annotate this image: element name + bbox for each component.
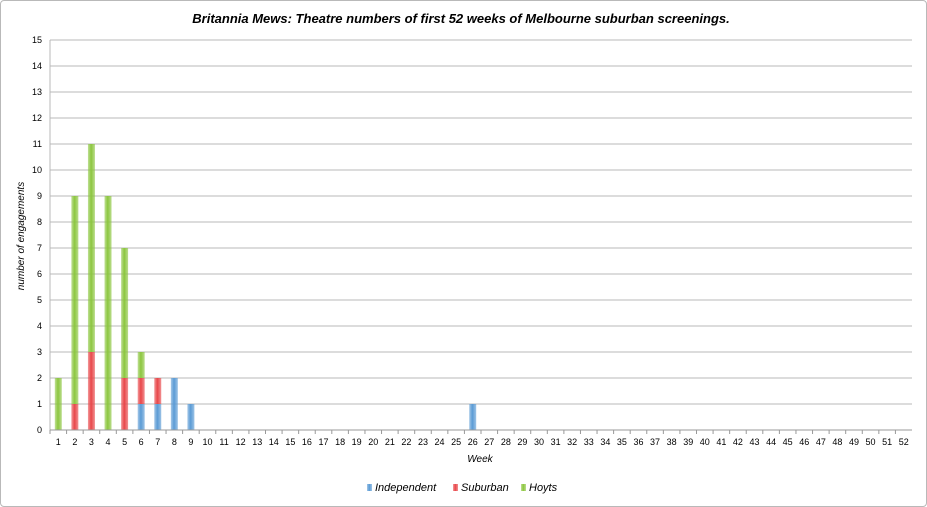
grid-lines xyxy=(49,39,912,431)
legend: Independent Suburban Hoyts xyxy=(367,482,558,494)
legend-label-suburban: Suburban xyxy=(461,482,509,494)
x-tick-label: 5 xyxy=(122,437,127,447)
y-tick-label: 2 xyxy=(37,373,42,383)
x-tick-label: 14 xyxy=(269,437,279,447)
x-tick-label: 28 xyxy=(501,437,511,447)
x-tick-label: 21 xyxy=(385,437,395,447)
x-tick-label: 50 xyxy=(866,437,876,447)
y-tick-label: 9 xyxy=(37,191,42,201)
x-tick-label: 39 xyxy=(683,437,693,447)
x-tick-label: 34 xyxy=(600,437,610,447)
y-axis-label: number of engagements xyxy=(16,182,27,290)
x-tick-label: 51 xyxy=(882,437,892,447)
y-tick-label: 6 xyxy=(37,269,42,279)
y-tick-label: 14 xyxy=(32,61,42,71)
legend-label-hoyts: Hoyts xyxy=(529,482,558,494)
x-tick-label: 26 xyxy=(468,437,478,447)
x-tick-label: 13 xyxy=(252,437,262,447)
x-tick-label: 47 xyxy=(816,437,826,447)
legend-swatch-suburban xyxy=(453,484,458,491)
bar-independent-week-9 xyxy=(187,404,195,430)
x-tick-label: 43 xyxy=(750,437,760,447)
x-tick-label: 11 xyxy=(219,437,228,447)
x-tick-label: 24 xyxy=(435,437,445,447)
x-tick-label: 3 xyxy=(89,437,94,447)
legend-swatch-independent xyxy=(367,484,372,491)
x-tick-label: 31 xyxy=(551,437,561,447)
bar-suburban-week-2 xyxy=(71,404,79,430)
x-tick-label: 44 xyxy=(766,437,776,447)
x-tick-label: 8 xyxy=(172,437,177,447)
x-tick-label: 45 xyxy=(783,437,793,447)
x-tick-label: 52 xyxy=(899,437,909,447)
y-tick-label: 10 xyxy=(32,165,42,175)
x-tick-label: 36 xyxy=(633,437,643,447)
x-tick-label: 33 xyxy=(584,437,594,447)
x-tick-label: 22 xyxy=(401,437,411,447)
x-tick-label: 20 xyxy=(368,437,378,447)
x-tick-label: 16 xyxy=(302,437,312,447)
y-tick-label: 12 xyxy=(32,113,42,123)
y-tick-label: 0 xyxy=(37,425,42,435)
x-tick-label: 35 xyxy=(617,437,627,447)
x-tick-label: 29 xyxy=(517,437,527,447)
x-tick-label: 17 xyxy=(319,437,329,447)
bar-hoyts-week-5 xyxy=(121,248,129,378)
bar-independent-week-7 xyxy=(154,404,162,430)
bar-independent-week-6 xyxy=(137,404,145,430)
x-tick-label: 42 xyxy=(733,437,743,447)
x-tick-label: 49 xyxy=(849,437,859,447)
x-tick-label: 38 xyxy=(667,437,677,447)
x-tick-label: 1 xyxy=(56,437,61,447)
legend-swatch-hoyts xyxy=(521,484,526,491)
x-tick-label: 2 xyxy=(72,437,77,447)
bar-hoyts-week-6 xyxy=(137,352,145,378)
bar-suburban-week-6 xyxy=(137,378,145,404)
chart-title: Britannia Mews: Theatre numbers of first… xyxy=(192,11,729,26)
x-tick-label: 32 xyxy=(567,437,577,447)
bar-suburban-week-3 xyxy=(87,352,95,430)
bar-hoyts-week-2 xyxy=(71,196,79,404)
bars xyxy=(54,144,477,430)
x-tick-label: 48 xyxy=(832,437,842,447)
x-tick-label: 15 xyxy=(285,437,295,447)
x-tick-label: 23 xyxy=(418,437,428,447)
x-tick-labels: 1 2 3 4 5 6 7 8 9 10 11 12 13 14 15 16 17 18 19 20 21 22 23 24 2… xyxy=(49,430,909,447)
x-tick-label: 40 xyxy=(700,437,710,447)
x-tick-label: 12 xyxy=(236,437,246,447)
x-tick-label: 7 xyxy=(155,437,160,447)
x-tick-label: 19 xyxy=(352,437,362,447)
x-tick-label: 41 xyxy=(716,437,726,447)
x-tick-label: 4 xyxy=(106,437,111,447)
y-tick-label: 3 xyxy=(37,347,42,357)
legend-label-independent: Independent xyxy=(375,482,437,494)
x-tick-label: 18 xyxy=(335,437,345,447)
x-tick-label: 25 xyxy=(451,437,461,447)
y-tick-label: 15 xyxy=(32,35,42,45)
bar-suburban-week-7 xyxy=(154,378,162,404)
bar-hoyts-week-3 xyxy=(87,144,95,352)
bar-independent-week-26 xyxy=(469,404,477,430)
x-tick-label: 27 xyxy=(484,437,494,447)
x-axis-label: Week xyxy=(467,454,493,465)
y-tick-label: 11 xyxy=(33,139,42,149)
bar-hoyts-week-4 xyxy=(104,196,112,430)
y-tick-label: 8 xyxy=(37,217,42,227)
x-tick-label: 46 xyxy=(799,437,809,447)
bar-hoyts-week-1 xyxy=(54,378,62,430)
x-tick-label: 10 xyxy=(202,437,212,447)
y-tick-label: 1 xyxy=(37,399,42,409)
bar-independent-week-8 xyxy=(170,378,178,430)
x-tick-label: 9 xyxy=(188,437,193,447)
bar-suburban-week-5 xyxy=(121,378,129,430)
x-tick-label: 6 xyxy=(139,437,144,447)
x-tick-label: 37 xyxy=(650,437,660,447)
y-tick-label: 5 xyxy=(37,295,42,305)
y-tick-label: 4 xyxy=(37,321,42,331)
x-tick-label: 30 xyxy=(534,437,544,447)
y-tick-label: 13 xyxy=(32,87,42,97)
y-tick-label: 7 xyxy=(37,243,42,253)
